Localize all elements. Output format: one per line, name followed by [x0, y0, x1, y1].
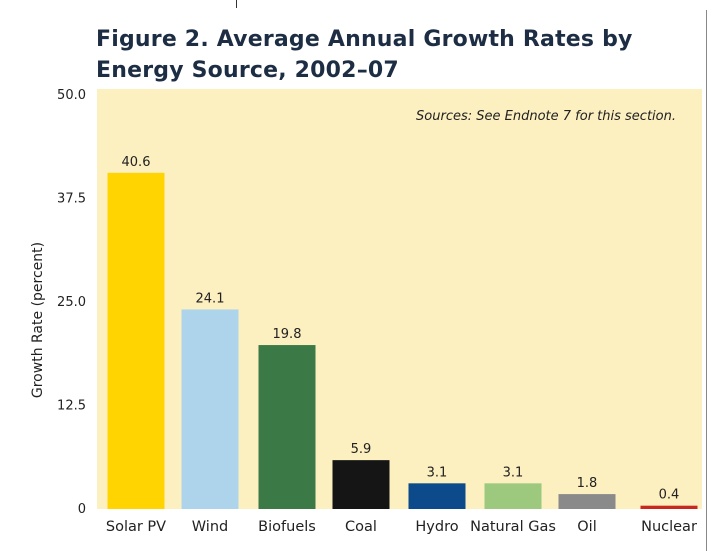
- value-labels: 40.6 24.1 19.8 5.9 3.1 3.1 1.8 0.4: [122, 155, 680, 503]
- category-label: Coal: [345, 519, 377, 535]
- bar-wind: [181, 309, 239, 509]
- y-axis-title: Growth Rate (percent): [30, 242, 46, 398]
- category-label: Nuclear: [641, 519, 697, 535]
- value-label: 3.1: [503, 465, 524, 480]
- y-tick-label: 25.0: [57, 295, 86, 310]
- value-label: 5.9: [351, 442, 372, 457]
- y-tick-label: 37.5: [57, 192, 86, 207]
- category-label: Wind: [192, 519, 228, 535]
- bar-coal: [332, 460, 390, 509]
- bar-oil: [558, 494, 616, 509]
- value-label: 19.8: [273, 327, 302, 342]
- bar-hydro: [408, 483, 466, 509]
- y-tick-label: 12.5: [57, 399, 86, 414]
- y-axis-ticks: 0 12.5 25.0 37.5 50.0: [57, 88, 86, 517]
- category-label: Biofuels: [258, 519, 316, 535]
- value-label: 0.4: [659, 488, 680, 503]
- page-rule: [706, 10, 707, 551]
- value-label: 1.8: [577, 476, 598, 491]
- value-label: 24.1: [196, 291, 225, 306]
- value-label: 3.1: [427, 465, 448, 480]
- bar-solar-pv: [107, 172, 165, 509]
- category-label: Oil: [577, 519, 596, 535]
- value-label: 40.6: [122, 155, 151, 170]
- crop-mark: [236, 0, 237, 8]
- bar-natural-gas: [484, 483, 542, 509]
- bar-nuclear: [640, 505, 698, 509]
- category-label: Solar PV: [106, 519, 166, 535]
- bars-group: [107, 172, 698, 509]
- y-tick-label: 0: [78, 502, 86, 517]
- chart-title: Figure 2. Average Annual Growth Rates by…: [96, 27, 633, 83]
- category-labels: Solar PV Wind Biofuels Coal Hydro Natural Gas…: [106, 519, 697, 535]
- source-note: Sources: See Endnote 7 for this section.: [416, 109, 676, 124]
- y-tick-label: 50.0: [57, 88, 86, 103]
- category-label: Natural Gas: [470, 519, 556, 535]
- bar-biofuels: [258, 345, 316, 509]
- category-label: Hydro: [415, 519, 458, 535]
